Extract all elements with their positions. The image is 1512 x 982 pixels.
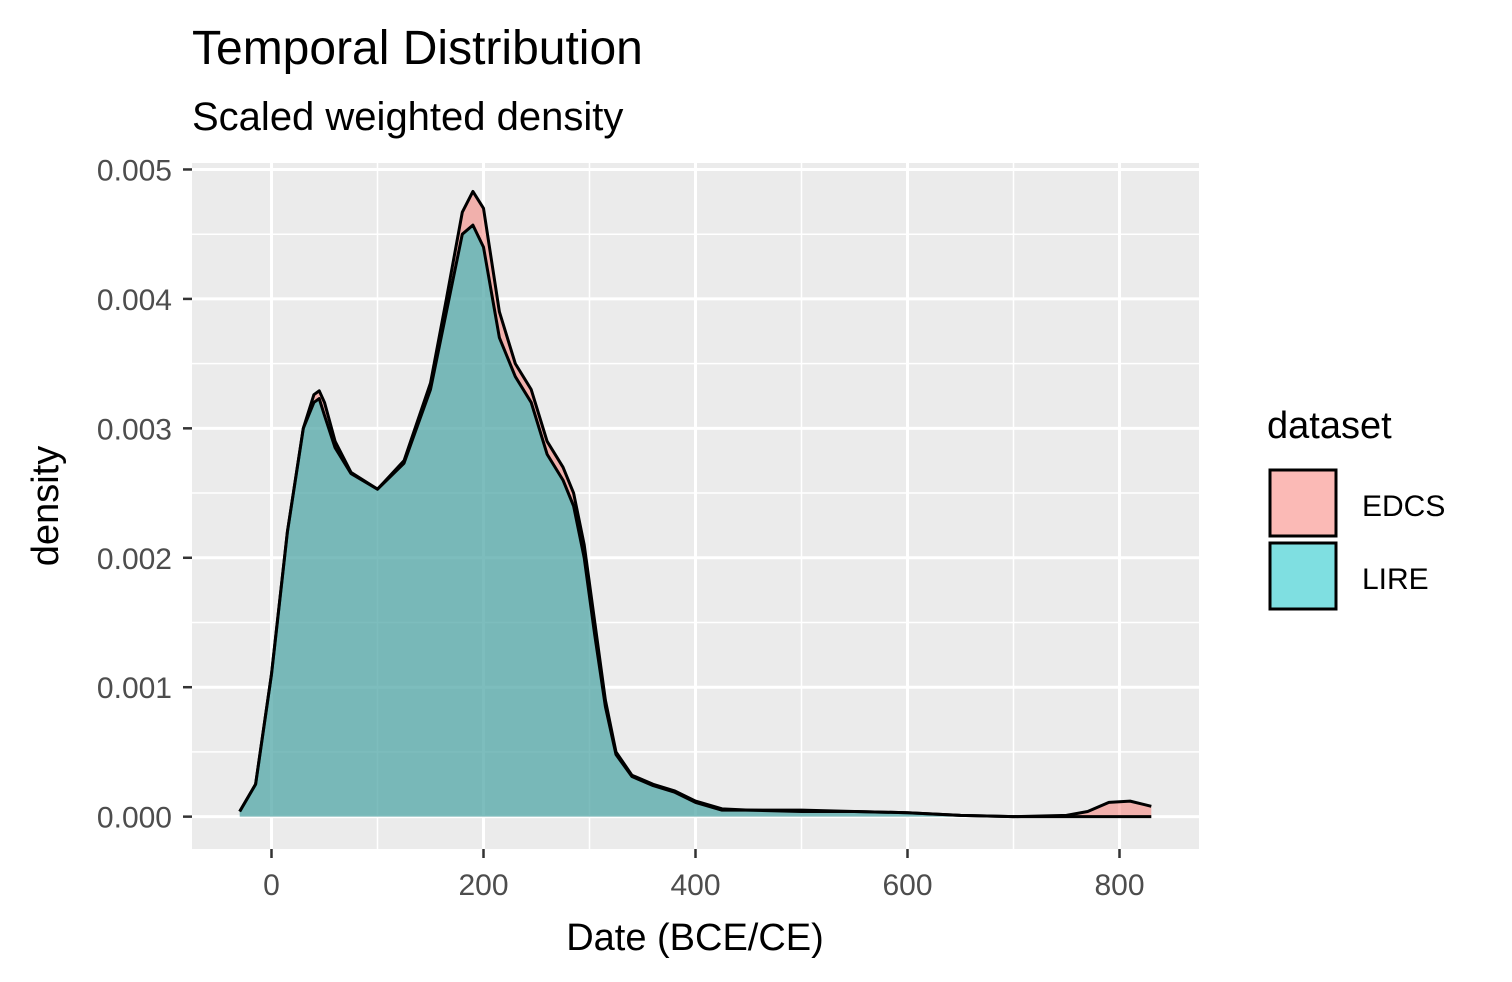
legend-label-lire: LIRE xyxy=(1362,563,1429,596)
chart-title: Temporal Distribution xyxy=(192,22,643,75)
legend: dataset EDCS LIRE xyxy=(1267,405,1445,611)
y-tick-label: 0.003 xyxy=(97,413,172,446)
legend-key-edcs xyxy=(1268,468,1338,538)
y-tick-label: 0.002 xyxy=(97,543,172,576)
density-outline-lire xyxy=(238,223,1152,819)
legend-label-edcs: EDCS xyxy=(1362,490,1445,523)
x-tick-label: 0 xyxy=(263,869,280,902)
x-tick-label: 400 xyxy=(670,869,720,902)
chart-subtitle: Scaled weighted density xyxy=(192,95,623,139)
y-tick-label: 0.005 xyxy=(97,154,172,187)
x-tick-label: 200 xyxy=(458,869,508,902)
x-axis-title: Date (BCE/CE) xyxy=(566,917,824,959)
density-area-lire xyxy=(239,225,1152,817)
axes: 0 200 400 600 800 0.000 0.001 0.002 0.003 0.004 0.… xyxy=(97,154,1145,902)
y-tick-label: 0.001 xyxy=(97,672,172,705)
y-axis-title: density xyxy=(25,446,67,566)
x-tick-label: 600 xyxy=(882,869,932,902)
series-layer xyxy=(238,189,1152,819)
y-tick-label: 0.004 xyxy=(97,284,172,317)
legend-title: dataset xyxy=(1267,405,1392,447)
y-tick-label: 0.000 xyxy=(97,802,172,835)
legend-key-lire xyxy=(1268,541,1338,611)
x-tick-label: 800 xyxy=(1094,869,1144,902)
